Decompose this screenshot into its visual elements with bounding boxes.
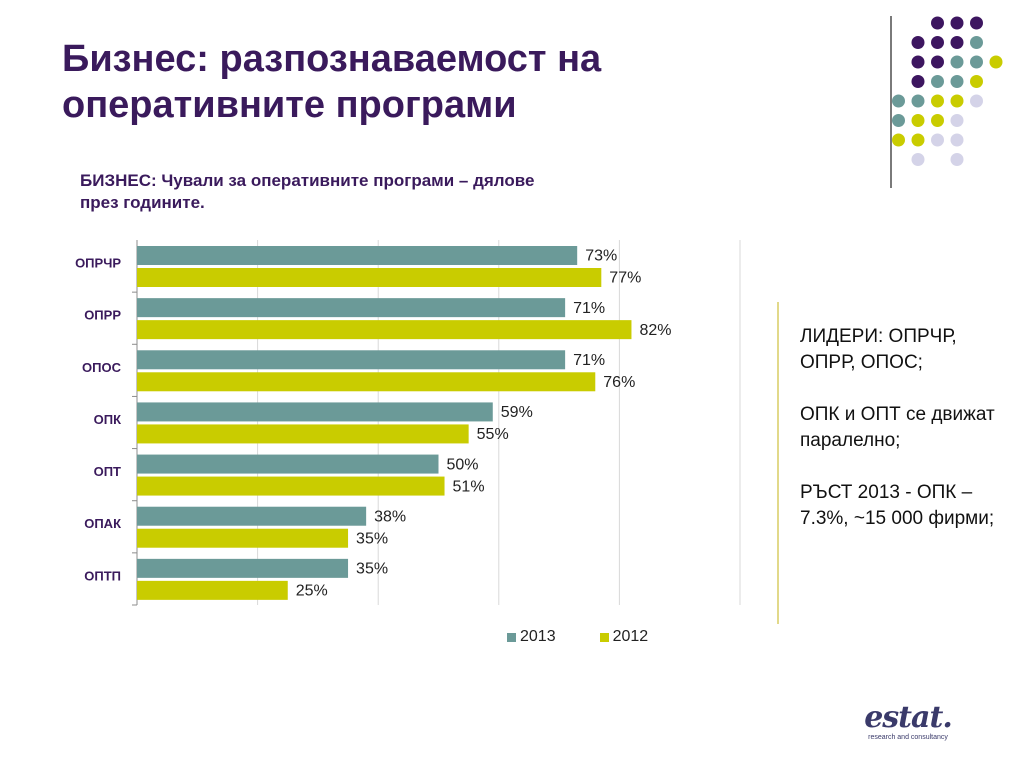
decorative-dot — [950, 75, 964, 88]
decorative-dot — [892, 114, 905, 127]
data-label: 35% — [356, 561, 388, 578]
decorative-dot — [950, 153, 964, 166]
decorative-dot — [970, 55, 983, 69]
data-label: 71% — [573, 352, 605, 369]
category-label: ОПАК — [84, 516, 121, 531]
legend-label-2013: 2013 — [520, 628, 556, 645]
decorative-dot — [931, 133, 944, 147]
decorative-dot — [911, 75, 925, 88]
decorative-dot — [911, 94, 925, 108]
decorative-dot — [989, 55, 1003, 69]
logo-word: estat. — [864, 700, 953, 735]
notes-divider — [777, 302, 779, 624]
data-label: 82% — [639, 322, 671, 339]
bar-2013 — [137, 246, 578, 265]
data-label: 50% — [447, 456, 479, 473]
decorative-dot — [950, 114, 964, 127]
decorative-dot — [931, 94, 944, 108]
decorative-dot — [970, 94, 983, 108]
decorative-dot — [892, 133, 905, 147]
note-leaders: ЛИДЕРИ: ОПРЧР, ОПРР, ОПОС; — [800, 326, 957, 373]
legend-swatch-2012 — [599, 632, 609, 642]
data-label: 51% — [453, 478, 485, 495]
data-label: 73% — [585, 248, 617, 265]
decorative-dot — [931, 36, 944, 49]
decorative-dot — [970, 36, 983, 49]
data-label: 35% — [356, 530, 388, 547]
bar-2012 — [137, 580, 288, 600]
decorative-dot — [950, 94, 964, 108]
data-label: 76% — [603, 374, 635, 391]
slide-title: Бизнес: разпознаваемост на оперативните … — [62, 36, 782, 128]
bar-2012 — [137, 476, 445, 496]
chart-legend: 2013 2012 — [507, 628, 648, 646]
decorative-dot — [950, 133, 964, 147]
category-label: ОПРР — [84, 308, 121, 323]
decorative-dot — [970, 16, 983, 30]
bar-2012 — [137, 424, 469, 444]
decorative-dot-pattern — [892, 16, 1003, 166]
category-label: ОПК — [94, 412, 121, 427]
data-label: 77% — [609, 270, 641, 287]
legend-item-2012: 2012 — [599, 628, 649, 646]
decorative-dot — [911, 153, 925, 166]
decorative-dot — [911, 36, 925, 49]
bar-2012 — [137, 528, 349, 548]
bar-2012 — [137, 320, 632, 340]
category-label: ОПТП — [84, 568, 121, 583]
data-label: 71% — [573, 300, 605, 317]
decorative-dot — [911, 114, 925, 127]
subtitle-line-2: през годините. — [80, 193, 205, 212]
subtitle-line-1: БИЗНЕС: Чували за оперативните програми … — [80, 171, 535, 190]
bar-2012 — [137, 268, 602, 287]
data-label: 25% — [296, 583, 328, 600]
decorative-divider-top — [890, 16, 892, 188]
decorative-dot — [931, 75, 944, 88]
chart-subtitle: БИЗНЕС: Чували за оперативните програми … — [80, 170, 640, 214]
category-label: ОПТ — [94, 464, 121, 479]
decorative-dot — [950, 55, 964, 69]
estat-logo: estat. research and consultancy — [862, 702, 954, 742]
decorative-dot — [931, 114, 944, 127]
note-growth: РЪСТ 2013 - ОПК – 7.3%, ~15 000 фирми; — [800, 482, 995, 529]
legend-label-2012: 2012 — [612, 628, 649, 645]
bar-2013 — [137, 402, 493, 422]
title-line-2: оперативните програми — [62, 84, 517, 126]
data-label: 55% — [477, 426, 509, 443]
category-label: ОПОС — [82, 360, 122, 375]
legend-swatch-2013 — [507, 632, 516, 642]
decorative-dot — [931, 55, 944, 69]
decorative-dot — [911, 55, 925, 69]
decorative-dot — [950, 36, 964, 49]
bar-2013 — [137, 558, 349, 578]
note-parallel: ОПК и ОПТ се движат паралелно; — [800, 404, 995, 451]
notes-panel: ЛИДЕРИ: ОПРЧР, ОПРР, ОПОС; ОПК и ОПТ се … — [800, 324, 1015, 558]
category-label: ОПРЧР — [75, 256, 121, 271]
data-label: 38% — [374, 508, 406, 525]
decorative-dot — [911, 133, 925, 147]
bar-2013 — [137, 454, 439, 474]
bar-2013 — [137, 298, 566, 318]
bar-chart: ОПРЧР 73% 77% ОПРР 71% 82% ОПОС 71% 76% ОПК 59% 55%… — [75, 240, 741, 606]
legend-item-2013: 2013 — [507, 628, 556, 646]
decorative-dot — [970, 75, 983, 88]
decorative-dot — [950, 16, 964, 30]
decorative-dot — [931, 16, 944, 30]
title-line-1: Бизнес: разпознаваемост на — [62, 38, 602, 80]
bar-2013 — [137, 506, 367, 526]
data-label: 59% — [501, 404, 533, 421]
decorative-dot — [892, 94, 905, 108]
logo-tagline: research and consultancy — [868, 734, 948, 741]
bar-2012 — [137, 372, 596, 392]
bar-2013 — [137, 350, 566, 370]
